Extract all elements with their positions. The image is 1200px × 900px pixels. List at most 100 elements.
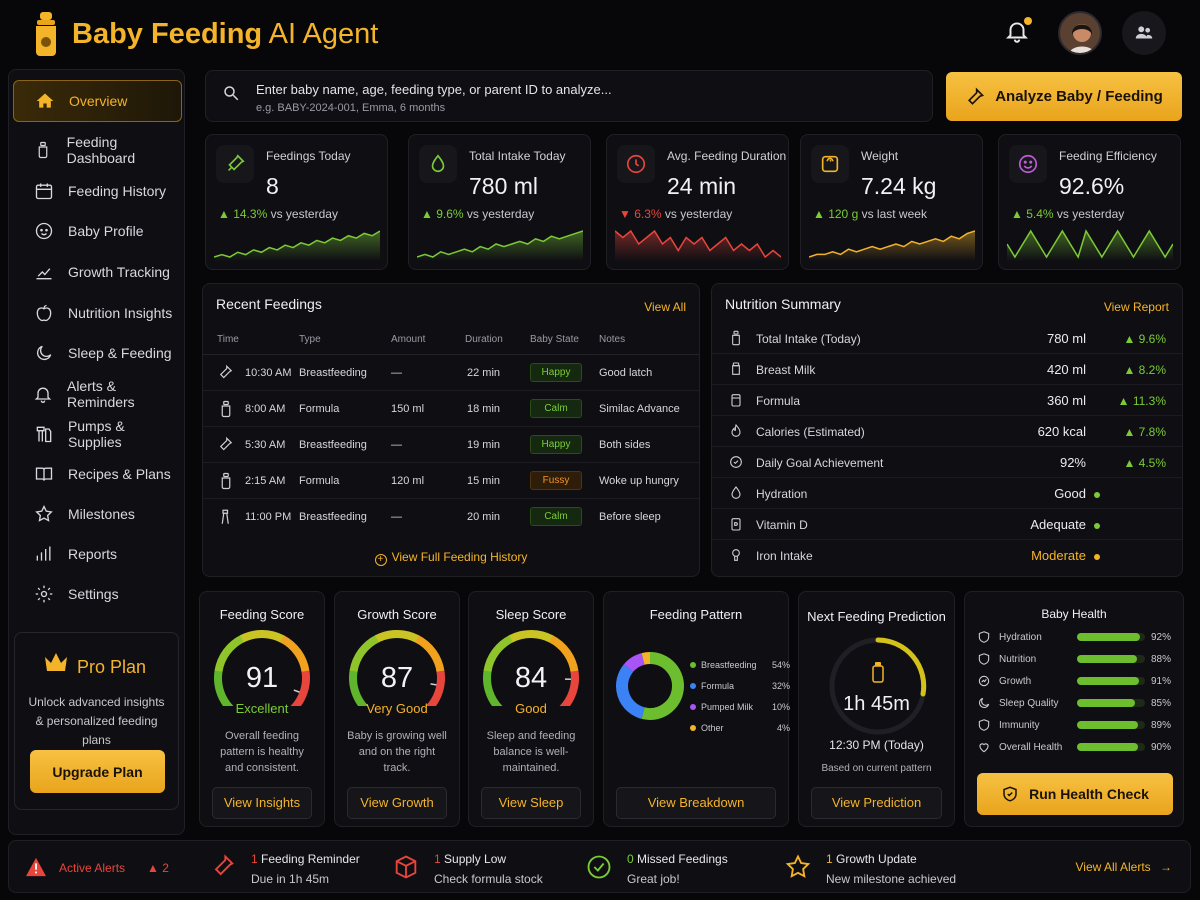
cell-duration: 19 min <box>467 439 501 451</box>
health-value: 89% <box>1150 720 1171 731</box>
view-insights-button[interactable]: View Insights <box>212 787 312 819</box>
view-sleep-button[interactable]: View Sleep <box>481 787 581 819</box>
sidebar-item-label: Overview <box>69 93 128 109</box>
stat-sparkline <box>1007 229 1173 261</box>
upgrade-plan-button[interactable]: Upgrade Plan <box>30 750 165 793</box>
cell-amount: 150 ml <box>391 403 425 415</box>
status-badge: Happy <box>530 363 582 382</box>
cell-amount: 120 ml <box>391 475 425 487</box>
view-full-history-label: View Full Feeding History <box>391 550 528 564</box>
shield-icon <box>977 718 991 732</box>
nutrition-label: Iron Intake <box>756 549 813 563</box>
view-all-alerts-link[interactable]: View All Alerts → <box>1076 860 1173 874</box>
nutrition-summary-panel: Nutrition Summary View Report Total Inta… <box>711 283 1183 577</box>
sidebar-item-recipes-plans[interactable]: Recipes & Plans <box>13 453 182 495</box>
sidebar-item-growth-tracking[interactable]: Growth Tracking <box>13 251 182 293</box>
health-label: Growth <box>999 676 1032 687</box>
alert-count: 1 <box>434 852 441 866</box>
nutrition-label: Hydration <box>756 487 808 501</box>
sparkline-area <box>1007 231 1173 261</box>
score-title: Growth Score <box>357 607 437 622</box>
sidebar-item-milestones[interactable]: Milestones <box>13 493 182 535</box>
sidebar-item-baby-profile[interactable]: Baby Profile <box>13 210 182 252</box>
cell-time: 10:30 AM <box>245 367 292 379</box>
cell-type: Formula <box>299 475 340 487</box>
score-rating: Very Good <box>366 701 428 716</box>
nutrition-value: 620 kcal <box>1037 424 1086 439</box>
view-full-history-link[interactable]: + View Full Feeding History <box>203 550 699 566</box>
stat-value: 7.24 kg <box>861 173 937 199</box>
formula-icon <box>728 391 744 409</box>
sidebar-item-label: Milestones <box>68 506 135 522</box>
nutrition-value: 360 ml <box>1046 393 1086 408</box>
status-badge: Calm <box>530 507 582 526</box>
sidebar-item-feeding-history[interactable]: Feeding History <box>13 170 182 212</box>
gear-icon <box>33 583 55 605</box>
shield-icon <box>977 630 991 644</box>
sidebar-item-label: Sleep & Feeding <box>68 345 172 361</box>
alert-subtitle: Due in 1h 45m <box>251 872 330 886</box>
legend-value: 10% <box>771 702 790 712</box>
sidebar-item-reports[interactable]: Reports <box>13 533 182 575</box>
run-health-check-button[interactable]: Run Health Check <box>977 773 1173 815</box>
user-avatar[interactable] <box>1058 11 1102 55</box>
cell-type: Formula <box>299 403 340 415</box>
score-value: 87 <box>380 662 414 694</box>
nutrition-summary-title: Nutrition Summary <box>725 296 841 312</box>
view-all-feedings-link[interactable]: View All <box>644 300 686 314</box>
feeding-pattern-donut <box>616 652 684 720</box>
next-feeding-prediction-card: Next Feeding Prediction 1h 45m 12:30 PM … <box>798 591 955 827</box>
sidebar-item-pumps-supplies[interactable]: Pumps & Supplies <box>13 413 182 455</box>
health-label: Nutrition <box>999 654 1037 665</box>
search-input[interactable]: Enter baby name, age, feeding type, or p… <box>205 70 933 122</box>
health-bar-fill <box>1077 677 1139 685</box>
column-header-time: Time <box>217 334 239 345</box>
sparkline-line <box>214 230 380 258</box>
star-icon <box>784 852 812 882</box>
nutrition-label: Total Intake (Today) <box>756 332 861 346</box>
gauge-marker <box>430 683 437 686</box>
sidebar-item-settings[interactable]: Settings <box>13 573 182 615</box>
table-row[interactable]: 10:30 AM Breastfeeding — 22 min Happy Go… <box>203 355 699 391</box>
view-prediction-button[interactable]: View Prediction <box>811 787 942 819</box>
stat-change-suffix: vs yesterday <box>463 207 535 221</box>
sidebar-item-label: Baby Profile <box>68 223 144 239</box>
table-row[interactable]: 5:30 AM Breastfeeding — 19 min Happy Bot… <box>203 427 699 463</box>
table-row[interactable]: 2:15 AM Formula 120 ml 15 min Fussy Woke… <box>203 463 699 499</box>
sidebar-item-nutrition-insights[interactable]: Nutrition Insights <box>13 292 182 334</box>
table-row[interactable]: 8:00 AM Formula 150 ml 18 min Calm Simil… <box>203 391 699 427</box>
cell-notes: Woke up hungry <box>599 475 679 487</box>
analyze-button[interactable]: Analyze Baby / Feeding <box>946 72 1182 121</box>
table-row[interactable]: 11:00 PM Breastfeeding — 20 min Calm Bef… <box>203 499 699 535</box>
notifications-bell-icon[interactable] <box>1004 18 1030 44</box>
sidebar-item-sleep-feeding[interactable]: Sleep & Feeding <box>13 332 182 374</box>
sidebar-item-label: Settings <box>68 586 119 602</box>
nutrition-value: Moderate <box>1031 548 1086 563</box>
health-row: Overall Health 90% <box>977 738 1171 758</box>
nutrition-row-calories: Calories (Estimated) 620 kcal ▲ 7.8% <box>712 416 1182 447</box>
gauge-segment <box>375 630 420 643</box>
nutrition-change: ▲ 8.2% <box>1123 363 1166 377</box>
search-example: e.g. BABY-2024-001, Emma, 6 months <box>256 102 446 114</box>
cell-notes: Before sleep <box>599 511 661 523</box>
view-breakdown-button[interactable]: View Breakdown <box>616 787 776 819</box>
cell-amount: — <box>391 439 402 451</box>
sidebar-item-overview[interactable]: Overview <box>13 80 182 122</box>
growth-chart-icon <box>33 261 55 283</box>
alert-title: Growth Update <box>832 852 917 866</box>
gauge-segment <box>483 634 514 672</box>
alert-title: Missed Feedings <box>633 852 728 866</box>
view-growth-button[interactable]: View Growth <box>347 787 447 819</box>
sidebar-item-alerts-reminders[interactable]: Alerts & Reminders <box>13 373 182 415</box>
cell-type: Breastfeeding <box>299 367 367 379</box>
pro-plan-card: Pro Plan Unlock advanced insights & pers… <box>14 632 179 810</box>
score-title: Feeding Score <box>219 607 305 622</box>
team-users-button[interactable] <box>1122 11 1166 55</box>
stat-card-avg-duration: Avg. Feeding Duration 24 min ▼ 6.3% vs y… <box>606 134 789 270</box>
cell-amount: — <box>391 367 402 379</box>
nutrition-row-breast-milk: Breast Milk 420 ml ▲ 8.2% <box>712 354 1182 385</box>
sidebar-item-feeding-dashboard[interactable]: Feeding Dashboard <box>13 129 182 171</box>
sparkline-line <box>809 230 975 258</box>
calendar-icon <box>33 180 55 202</box>
view-report-link[interactable]: View Report <box>1103 300 1169 314</box>
